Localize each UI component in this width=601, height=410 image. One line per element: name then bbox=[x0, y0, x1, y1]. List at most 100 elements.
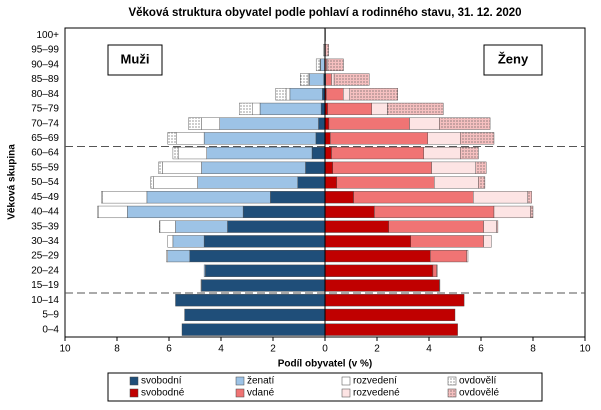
bar-segment bbox=[432, 162, 476, 174]
y-tick-label: 20–24 bbox=[31, 265, 59, 276]
bar-segment bbox=[185, 309, 325, 321]
bar-segment bbox=[270, 191, 325, 203]
bar-segment bbox=[325, 265, 433, 277]
y-tick-label: 50–54 bbox=[31, 177, 59, 188]
bar-segment bbox=[325, 118, 329, 130]
bar-segment bbox=[354, 191, 474, 203]
bar-segment bbox=[326, 44, 329, 56]
bar-segment bbox=[189, 118, 202, 130]
bar-segment bbox=[476, 162, 486, 174]
bar-segment bbox=[166, 250, 167, 262]
bar-segment bbox=[321, 59, 325, 71]
bar-segment bbox=[439, 280, 440, 292]
bar-segment bbox=[467, 250, 468, 262]
bar-segment bbox=[325, 147, 332, 159]
bar-segment bbox=[325, 235, 411, 247]
bar-segment bbox=[434, 177, 478, 189]
bar-segment bbox=[328, 59, 344, 71]
bar-segment bbox=[494, 206, 530, 218]
bar-segment bbox=[300, 74, 308, 86]
bar-segment bbox=[201, 280, 202, 292]
bar-segment bbox=[337, 177, 435, 189]
y-tick-label: 60–64 bbox=[31, 148, 59, 159]
x-tick-label: 6 bbox=[166, 344, 172, 355]
bar-segment bbox=[460, 132, 494, 144]
x-tick-label: 6 bbox=[478, 344, 484, 355]
bar-segment bbox=[99, 206, 128, 218]
bar-segment bbox=[177, 132, 204, 144]
y-tick-label: 70–74 bbox=[31, 118, 59, 129]
bar-segment bbox=[243, 206, 325, 218]
legend-swatch bbox=[342, 377, 350, 385]
bar-segment bbox=[326, 88, 343, 100]
bar-segment bbox=[127, 206, 243, 218]
y-tick-label: 65–69 bbox=[31, 133, 59, 144]
bar-segment bbox=[163, 162, 202, 174]
bar-segment bbox=[528, 191, 532, 203]
x-tick-label: 4 bbox=[218, 344, 224, 355]
bar-segment bbox=[202, 162, 306, 174]
bar-segment bbox=[176, 221, 228, 233]
y-tick-label: 10–14 bbox=[31, 295, 59, 306]
bar-segment bbox=[325, 221, 389, 233]
bar-segment bbox=[202, 118, 220, 130]
bar-segment bbox=[178, 147, 207, 159]
bar-segment bbox=[497, 221, 498, 233]
x-tick-label: 10 bbox=[579, 344, 591, 355]
bar-segment bbox=[325, 132, 330, 144]
bar-segment bbox=[228, 221, 326, 233]
bar-segment bbox=[484, 235, 492, 247]
y-tick-label: 40–44 bbox=[31, 207, 59, 218]
bar-segment bbox=[173, 147, 178, 159]
legend-label: svobodní bbox=[141, 376, 182, 387]
legend-label: vdané bbox=[247, 388, 275, 399]
x-tick-label: 2 bbox=[374, 344, 380, 355]
bar-segment bbox=[325, 191, 354, 203]
bar-segment bbox=[260, 103, 321, 115]
bar-segment bbox=[198, 177, 298, 189]
legend-swatch bbox=[448, 389, 456, 397]
y-tick-label: 35–39 bbox=[31, 221, 59, 232]
bar-segment bbox=[190, 250, 325, 262]
y-tick-label: 5–9 bbox=[42, 310, 59, 321]
y-axis-title: Věková skupina bbox=[7, 144, 18, 220]
bar-segment bbox=[168, 235, 173, 247]
bar-segment bbox=[460, 147, 478, 159]
bar-segment bbox=[430, 250, 466, 262]
bar-segment bbox=[424, 147, 460, 159]
bar-segment bbox=[410, 118, 440, 130]
legend-label: ženatí bbox=[247, 376, 274, 387]
bar-segment bbox=[437, 265, 438, 277]
bar-segment bbox=[204, 265, 205, 277]
legend-label: ovdovělé bbox=[459, 388, 499, 399]
bar-segment bbox=[319, 118, 326, 130]
bar-segment bbox=[325, 162, 333, 174]
y-tick-label: 30–34 bbox=[31, 236, 59, 247]
bar-segment bbox=[239, 103, 252, 115]
x-axis-title: Podíl obyvatel (v %) bbox=[278, 359, 372, 370]
bar-segment bbox=[372, 103, 388, 115]
left-label: Muži bbox=[121, 51, 150, 66]
bar-segment bbox=[207, 147, 312, 159]
bar-segment bbox=[290, 88, 323, 100]
bar-segment bbox=[168, 132, 177, 144]
y-tick-label: 80–84 bbox=[31, 89, 59, 100]
bar-segment bbox=[202, 280, 326, 292]
legend-label: ovdovělí bbox=[459, 376, 496, 387]
bar-segment bbox=[530, 206, 533, 218]
bar-segment bbox=[159, 162, 163, 174]
bar-segment bbox=[168, 250, 190, 262]
bar-segment bbox=[312, 147, 325, 159]
bar-segment bbox=[326, 74, 332, 86]
y-tick-label: 100+ bbox=[36, 30, 59, 41]
legend-label: svobodné bbox=[141, 388, 185, 399]
bar-segment bbox=[323, 44, 324, 56]
bar-segment bbox=[332, 74, 335, 86]
x-tick-label: 0 bbox=[322, 344, 328, 355]
bar-segment bbox=[316, 59, 320, 71]
bar-segment bbox=[101, 191, 102, 203]
legend-swatch bbox=[236, 377, 244, 385]
bar-segment bbox=[411, 235, 484, 247]
bar-segment bbox=[204, 132, 316, 144]
y-tick-label: 75–79 bbox=[31, 104, 59, 115]
